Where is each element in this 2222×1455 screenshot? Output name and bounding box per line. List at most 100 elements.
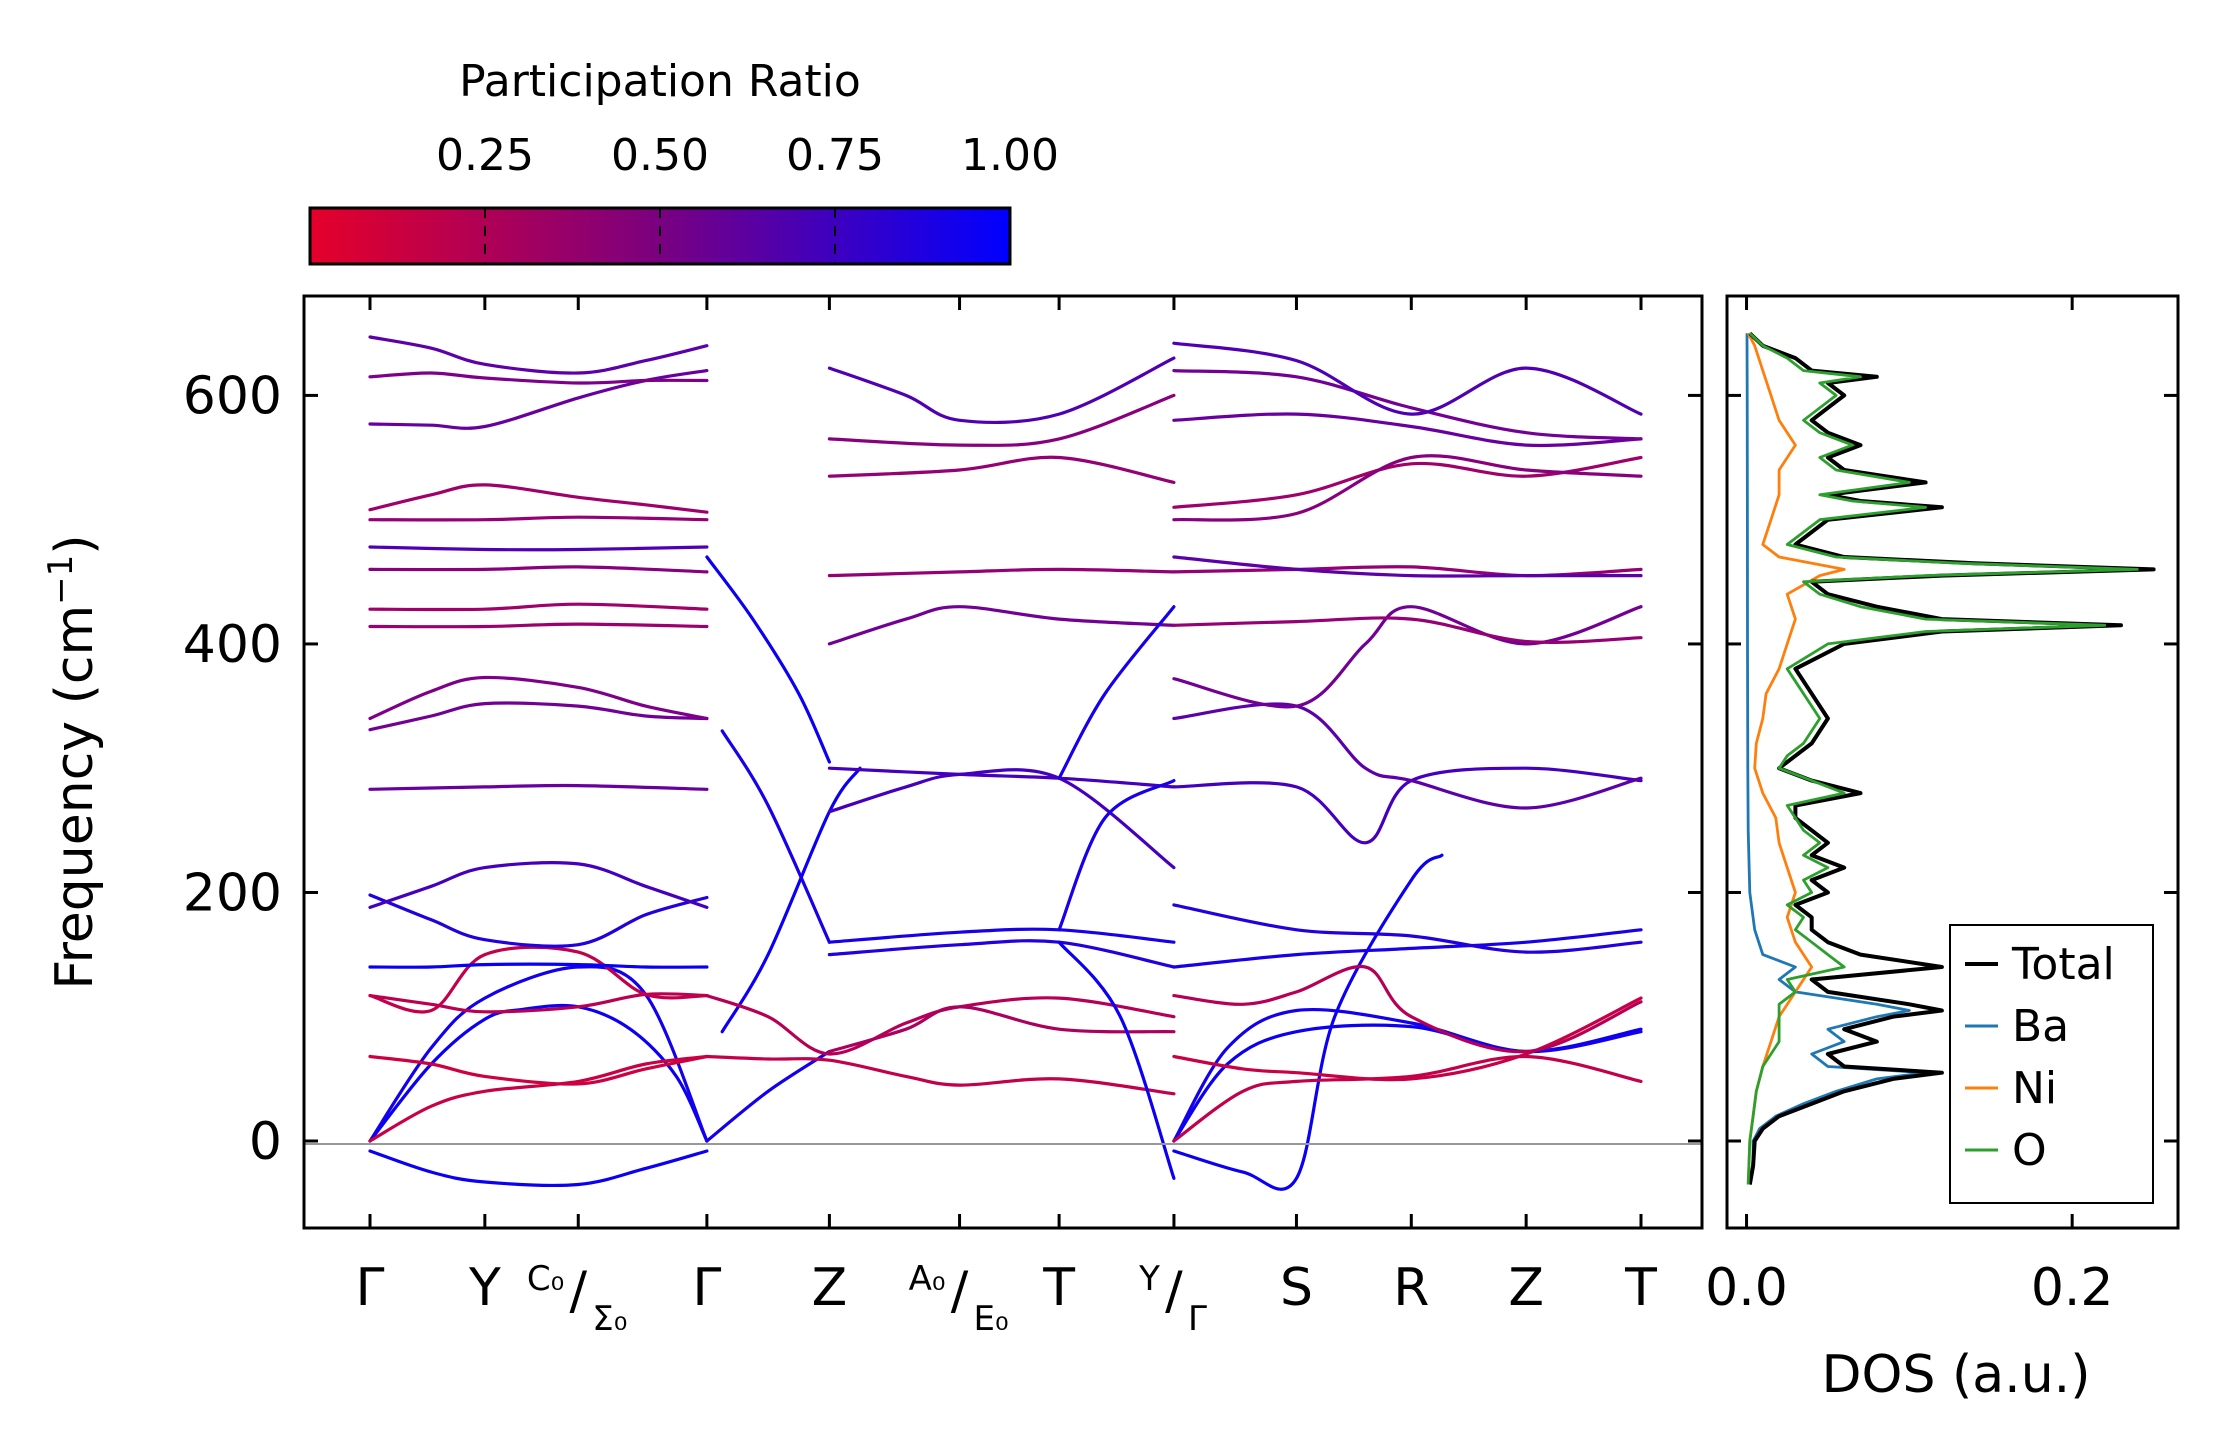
dos-axes: 0.0 0.2 DOS (a.u.) Total Ba Ni O bbox=[1705, 294, 2180, 1405]
phonon-band bbox=[827, 766, 1176, 789]
kpoint-label: T bbox=[1042, 1258, 1075, 1318]
legend-label-ni: Ni bbox=[2012, 1063, 2057, 1114]
phonon-band bbox=[368, 483, 709, 514]
phonon-band bbox=[827, 1005, 1176, 1054]
phonon-band bbox=[368, 622, 709, 629]
dos-legend: Total Ba Ni O bbox=[1949, 924, 2154, 1204]
phonon-band bbox=[368, 335, 709, 375]
phonon-band bbox=[368, 371, 709, 385]
dos-curves bbox=[1745, 331, 2156, 1185]
phonon-band bbox=[827, 768, 1176, 870]
phonon-band bbox=[1172, 702, 1643, 810]
kpath-ticks bbox=[368, 296, 1643, 1228]
colorbar-tick-label: 0.50 bbox=[611, 130, 709, 181]
dos-x-tick-label: 0.2 bbox=[2031, 1258, 2114, 1318]
kpoint-label: S bbox=[1280, 1258, 1313, 1318]
phonon-band bbox=[1172, 369, 1643, 441]
kpoint-label: T bbox=[1624, 1258, 1657, 1318]
phonon-band bbox=[1172, 1007, 1643, 1143]
phonon-band bbox=[1172, 555, 1643, 578]
y-axis-label: Frequency (cm−1) bbox=[41, 534, 105, 989]
colorbar-tick-label: 0.75 bbox=[786, 130, 884, 181]
phonon-band bbox=[1172, 454, 1643, 522]
dos-curve-ba bbox=[1745, 333, 1927, 1185]
phonon-band bbox=[827, 455, 1176, 484]
dos-x-axis-label: DOS (a.u.) bbox=[1822, 1345, 2091, 1405]
colorbar: Participation Ratio 0.25 0.50 0.75 1.00 bbox=[308, 56, 1059, 266]
y-tick-label: 400 bbox=[183, 615, 282, 675]
kpoint-label: R bbox=[1393, 1258, 1429, 1318]
phonon-band bbox=[1172, 1023, 1643, 1143]
y-axis-label-exponent: −1 bbox=[41, 555, 81, 605]
dos-curve-o bbox=[1746, 332, 2139, 1185]
colorbar-tick-label: 1.00 bbox=[961, 130, 1059, 181]
phonon-band bbox=[368, 962, 709, 969]
y-axis-label-close: ) bbox=[45, 534, 105, 554]
kpoint-label: / bbox=[1165, 1261, 1183, 1321]
dos-ticks: 0.0 0.2 bbox=[1705, 296, 2178, 1318]
y-axis-label-base: Frequency (cm bbox=[45, 605, 105, 990]
phonon-band bbox=[368, 1054, 709, 1086]
phonon-band bbox=[1172, 616, 1643, 644]
phonon-band bbox=[1172, 455, 1643, 509]
phonon-band bbox=[368, 1003, 709, 1143]
phonon-band bbox=[368, 602, 709, 612]
kpoint-label-sub: Γ bbox=[1188, 1299, 1207, 1339]
phonon-band bbox=[827, 356, 1176, 425]
phonon-band bbox=[368, 945, 709, 1014]
phonon-band bbox=[368, 565, 709, 574]
phonon-band bbox=[368, 893, 709, 948]
kpoint-label-sup: A₀ bbox=[909, 1259, 946, 1299]
phonon-band bbox=[705, 994, 1176, 1056]
dos-frame bbox=[1725, 294, 2180, 1230]
kpoint-label-sub: E₀ bbox=[974, 1299, 1009, 1339]
phonon-band bbox=[368, 965, 709, 1143]
y-tick-label: 200 bbox=[183, 863, 282, 923]
kpoint-label: / bbox=[951, 1261, 969, 1321]
phonon-band bbox=[1172, 928, 1643, 969]
phonon-band bbox=[1057, 940, 1176, 1180]
y-tick-label: 0 bbox=[249, 1112, 282, 1172]
phonon-band bbox=[1172, 412, 1643, 448]
phonon-band bbox=[827, 939, 1176, 969]
phonon-band bbox=[1172, 964, 1643, 1054]
phonon-band bbox=[368, 783, 709, 791]
phonon-band bbox=[1057, 605, 1176, 780]
phonon-band bbox=[368, 675, 709, 721]
phonon-band bbox=[705, 1054, 1176, 1096]
legend-label-o: O bbox=[2012, 1125, 2047, 1176]
kpoint-label: Y bbox=[468, 1258, 501, 1318]
phonon-band bbox=[368, 515, 709, 522]
y-axis-ticks: 0 200 400 600 bbox=[183, 366, 1702, 1172]
kpath-labels: Γ Y C₀ / Σ₀Γ Z A₀ / E₀T Y / ΓS R Z T bbox=[356, 1258, 1658, 1339]
kpoint-label-sup: Y bbox=[1138, 1259, 1160, 1299]
phonon-band bbox=[1172, 766, 1643, 845]
phonon-band bbox=[1172, 996, 1643, 1082]
phonon-band bbox=[1172, 341, 1643, 416]
kpoint-label: Γ bbox=[692, 1258, 721, 1318]
phonon-band bbox=[827, 605, 1176, 646]
phonon-band bbox=[720, 729, 831, 944]
phonon-band bbox=[705, 555, 831, 764]
phonon-band bbox=[1172, 853, 1444, 1191]
kpoint-label-sup: C₀ bbox=[527, 1259, 564, 1299]
kpoint-label: / bbox=[569, 1261, 587, 1321]
kpoint-label: Z bbox=[1508, 1258, 1544, 1318]
phonon-band bbox=[827, 393, 1176, 447]
dos-curve-total bbox=[1747, 331, 2156, 1185]
dos-x-tick-label: 0.0 bbox=[1705, 1258, 1788, 1318]
phonon-band bbox=[1057, 779, 1176, 932]
band-structure-frame bbox=[302, 294, 1704, 1230]
phonon-band bbox=[1172, 903, 1643, 954]
phonon-band bbox=[368, 1054, 709, 1143]
kpoint-label: Z bbox=[812, 1258, 848, 1318]
phonon-band bbox=[368, 1149, 709, 1187]
phonon-band bbox=[720, 766, 862, 1034]
band-lines bbox=[368, 335, 1643, 1191]
legend-label-total: Total bbox=[2011, 939, 2115, 990]
kpoint-label-sub: Σ₀ bbox=[592, 1299, 627, 1339]
legend-label-ba: Ba bbox=[2012, 1001, 2069, 1052]
phonon-band bbox=[705, 1049, 831, 1143]
phonon-band bbox=[827, 567, 1176, 578]
